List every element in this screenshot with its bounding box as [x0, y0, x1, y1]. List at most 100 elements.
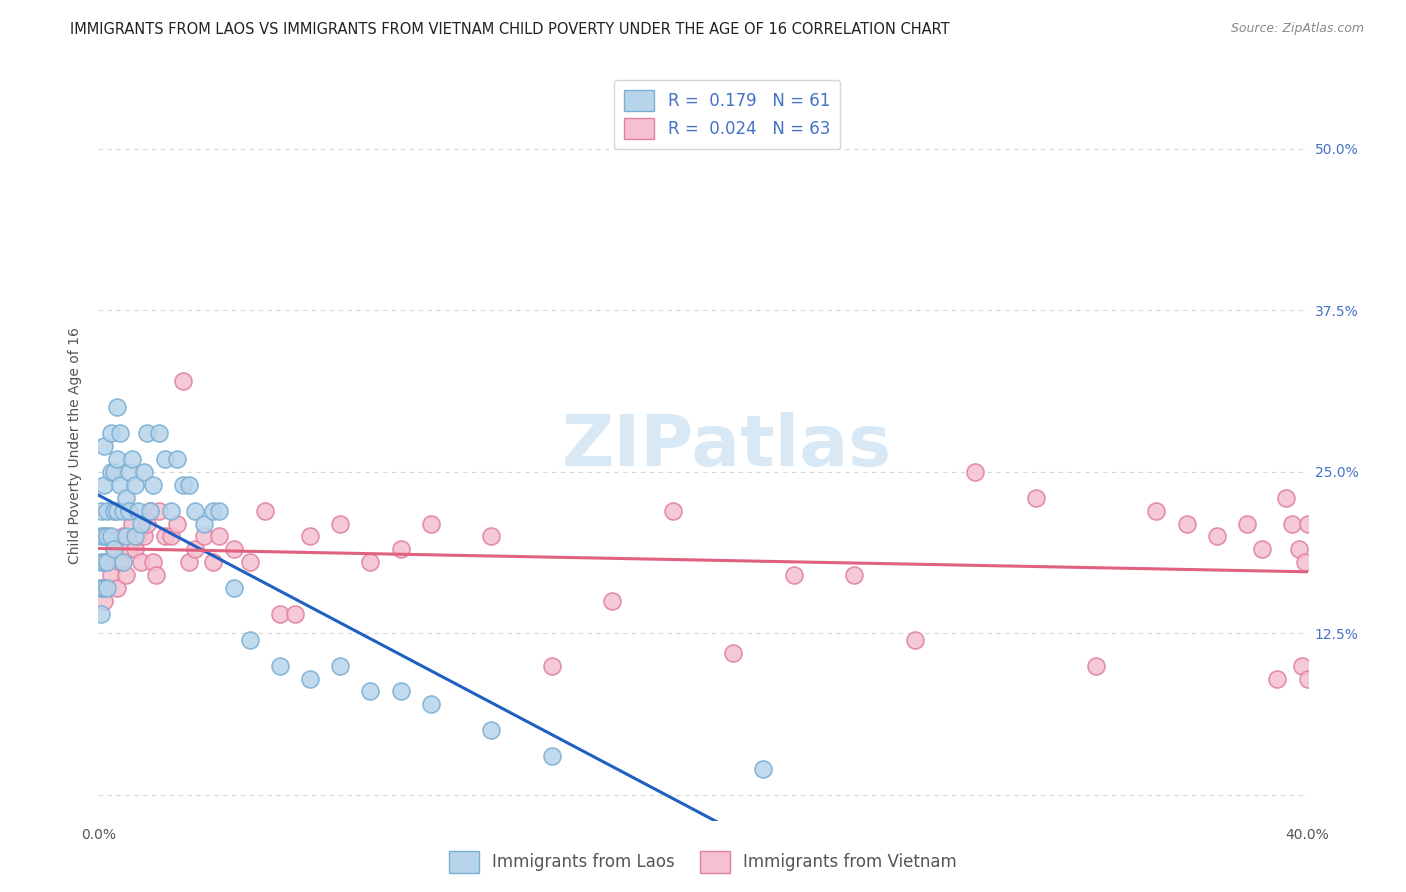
Point — [1267, 672, 1289, 686]
Point — [1144, 503, 1167, 517]
Point — [284, 607, 307, 621]
Point — [481, 529, 503, 543]
Point — [1206, 529, 1229, 543]
Point — [90, 503, 112, 517]
Point — [224, 542, 246, 557]
Point — [166, 516, 188, 531]
Point — [1291, 658, 1313, 673]
Point — [100, 426, 122, 441]
Point — [904, 632, 927, 647]
Point — [121, 516, 143, 531]
Point — [142, 555, 165, 569]
Point — [145, 568, 167, 582]
Point — [540, 749, 562, 764]
Point — [420, 516, 443, 531]
Point — [100, 465, 122, 479]
Point — [93, 477, 115, 491]
Point — [965, 465, 987, 479]
Point — [299, 672, 322, 686]
Point — [329, 658, 352, 673]
Point — [121, 451, 143, 466]
Point — [602, 594, 624, 608]
Point — [127, 503, 149, 517]
Point — [105, 401, 128, 415]
Point — [129, 555, 152, 569]
Point — [111, 529, 134, 543]
Point — [661, 503, 683, 517]
Text: Source: ZipAtlas.com: Source: ZipAtlas.com — [1230, 22, 1364, 36]
Point — [103, 503, 125, 517]
Point — [160, 529, 183, 543]
Point — [1281, 516, 1303, 531]
Point — [96, 581, 118, 595]
Legend: R =  0.179   N = 61, R =  0.024   N = 63: R = 0.179 N = 61, R = 0.024 N = 63 — [614, 79, 839, 149]
Point — [153, 529, 176, 543]
Point — [723, 646, 745, 660]
Point — [132, 529, 155, 543]
Point — [90, 529, 112, 543]
Point — [360, 684, 382, 698]
Text: ZIPatlas: ZIPatlas — [562, 411, 893, 481]
Point — [111, 555, 134, 569]
Point — [193, 516, 215, 531]
Point — [93, 581, 115, 595]
Point — [253, 503, 276, 517]
Point — [114, 568, 136, 582]
Point — [208, 503, 231, 517]
Point — [269, 607, 291, 621]
Point — [100, 568, 122, 582]
Point — [124, 542, 146, 557]
Point — [118, 503, 141, 517]
Point — [481, 723, 503, 738]
Point — [93, 439, 115, 453]
Point — [752, 762, 775, 776]
Point — [90, 607, 112, 621]
Point — [844, 568, 866, 582]
Point — [172, 477, 194, 491]
Point — [783, 568, 806, 582]
Point — [118, 542, 141, 557]
Point — [139, 503, 162, 517]
Point — [239, 555, 262, 569]
Point — [124, 529, 146, 543]
Point — [114, 529, 136, 543]
Point — [108, 477, 131, 491]
Point — [108, 555, 131, 569]
Point — [389, 684, 412, 698]
Point — [124, 477, 146, 491]
Point — [100, 529, 122, 543]
Point — [132, 465, 155, 479]
Point — [160, 503, 183, 517]
Point — [139, 503, 162, 517]
Point — [93, 529, 115, 543]
Text: IMMIGRANTS FROM LAOS VS IMMIGRANTS FROM VIETNAM CHILD POVERTY UNDER THE AGE OF 1: IMMIGRANTS FROM LAOS VS IMMIGRANTS FROM … — [70, 22, 950, 37]
Point — [1294, 555, 1316, 569]
Point — [193, 529, 215, 543]
Point — [1024, 491, 1046, 505]
Point — [103, 465, 125, 479]
Point — [202, 503, 225, 517]
Point — [239, 632, 262, 647]
Point — [1175, 516, 1198, 531]
Point — [179, 555, 201, 569]
Point — [179, 477, 201, 491]
Legend: Immigrants from Laos, Immigrants from Vietnam: Immigrants from Laos, Immigrants from Vi… — [443, 845, 963, 880]
Point — [90, 581, 112, 595]
Point — [108, 426, 131, 441]
Point — [1275, 491, 1298, 505]
Point — [93, 555, 115, 569]
Point — [103, 542, 125, 557]
Point — [118, 465, 141, 479]
Point — [135, 426, 157, 441]
Point — [389, 542, 412, 557]
Point — [111, 503, 134, 517]
Point — [172, 375, 194, 389]
Point — [105, 451, 128, 466]
Point — [329, 516, 352, 531]
Point — [299, 529, 322, 543]
Point — [420, 698, 443, 712]
Point — [1288, 542, 1310, 557]
Point — [142, 477, 165, 491]
Point — [184, 542, 207, 557]
Point — [208, 529, 231, 543]
